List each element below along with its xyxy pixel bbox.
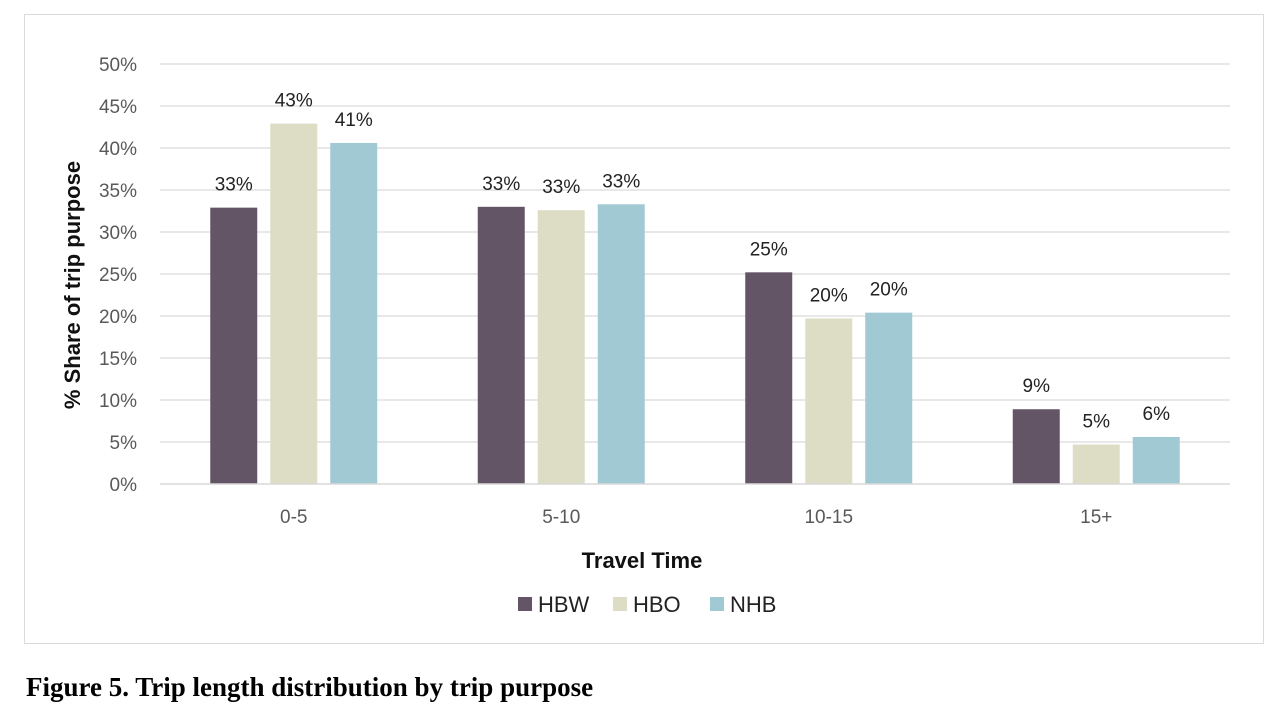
y-tick-label: 10% — [99, 391, 137, 412]
bar-hbw — [1012, 409, 1060, 484]
data-label: 25% — [750, 239, 788, 260]
bar-hbw — [745, 272, 793, 484]
bar-chart: 0% 5% 10% 15% 20% 25% 30% 35% 40% 45% 50% 33% 43% 41… — [60, 55, 1230, 617]
y-tick-label: 50% — [99, 55, 137, 76]
data-label: 33% — [602, 171, 640, 192]
bar-nhb — [330, 142, 378, 484]
bar-nhb — [865, 312, 913, 484]
data-label: 41% — [335, 110, 373, 131]
data-label: 33% — [215, 175, 253, 196]
data-label: 33% — [542, 177, 580, 198]
data-label: 43% — [275, 91, 313, 112]
x-tick-label: 10-15 — [804, 507, 853, 528]
chart-frame: 0% 5% 10% 15% 20% 25% 30% 35% 40% 45% 50% 33% 43% 41… — [24, 14, 1264, 644]
data-label: 5% — [1083, 412, 1111, 433]
legend-label: HBO — [633, 592, 681, 617]
bar-nhb — [1132, 436, 1180, 484]
y-axis-title: % Share of trip purpose — [60, 161, 85, 409]
legend-label: NHB — [730, 592, 776, 617]
legend-swatch-hbo — [613, 597, 627, 611]
data-labels: 33% 43% 41% 33% 33% 33% 25% 20% 20% 9% 5% 6% — [215, 91, 1170, 433]
bar-hbo — [270, 123, 318, 484]
legend: HBW HBO NHB — [518, 592, 776, 617]
figure-caption: Figure 5. Trip length distribution by tr… — [26, 672, 594, 702]
y-axis-ticks: 0% 5% 10% 15% 20% 25% 30% 35% 40% 45% 50% — [99, 55, 137, 496]
y-tick-label: 20% — [99, 307, 137, 328]
x-tick-label: 5-10 — [542, 507, 580, 528]
bar-hbw — [210, 207, 258, 484]
data-label: 33% — [482, 174, 520, 195]
y-tick-label: 25% — [99, 265, 137, 286]
x-axis-ticks: 0-5 5-10 10-15 15+ — [280, 507, 1112, 528]
bar-nhb — [597, 204, 645, 484]
y-tick-label: 5% — [110, 433, 138, 454]
data-label: 6% — [1143, 404, 1171, 425]
y-tick-label: 15% — [99, 349, 137, 370]
bar-hbo — [1072, 444, 1120, 484]
y-tick-label: 40% — [99, 139, 137, 160]
data-label: 20% — [870, 280, 908, 301]
y-tick-label: 0% — [110, 475, 138, 496]
legend-label: HBW — [538, 592, 590, 617]
bar-hbo — [805, 318, 853, 484]
x-tick-label: 0-5 — [280, 507, 307, 528]
bar-hbo — [537, 210, 585, 484]
y-tick-label: 35% — [99, 181, 137, 202]
legend-swatch-nhb — [710, 597, 724, 611]
bars — [210, 123, 1180, 485]
data-label: 20% — [810, 286, 848, 307]
y-tick-label: 30% — [99, 223, 137, 244]
gridlines — [160, 63, 1230, 443]
y-tick-label: 45% — [99, 97, 137, 118]
legend-swatch-hbw — [518, 597, 532, 611]
x-tick-label: 15+ — [1080, 507, 1112, 528]
x-axis-title: Travel Time — [582, 548, 703, 573]
bar-hbw — [477, 206, 525, 485]
data-label: 9% — [1023, 376, 1051, 397]
